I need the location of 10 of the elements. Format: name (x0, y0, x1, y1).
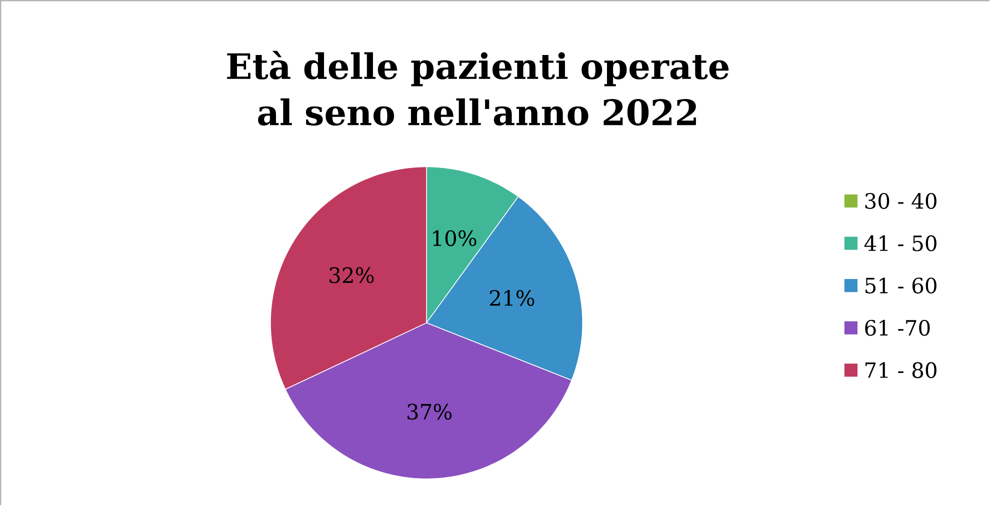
legend-label: 51 - 60 (866, 278, 936, 294)
data-label: 32% (330, 267, 374, 284)
chart-title: Età delle pazienti operate al seno nell'anno 2022 (227, 50, 729, 126)
legend-label: 41 - 50 (864, 235, 936, 252)
data-label: 10% (433, 230, 476, 246)
data-label: 21% (490, 290, 534, 306)
legend-label: 30 - 40 (865, 193, 936, 210)
legend-label: 61 -70 (865, 320, 930, 336)
legend-label: 71 - 80 (866, 362, 936, 378)
data-label: 37% (408, 404, 452, 420)
